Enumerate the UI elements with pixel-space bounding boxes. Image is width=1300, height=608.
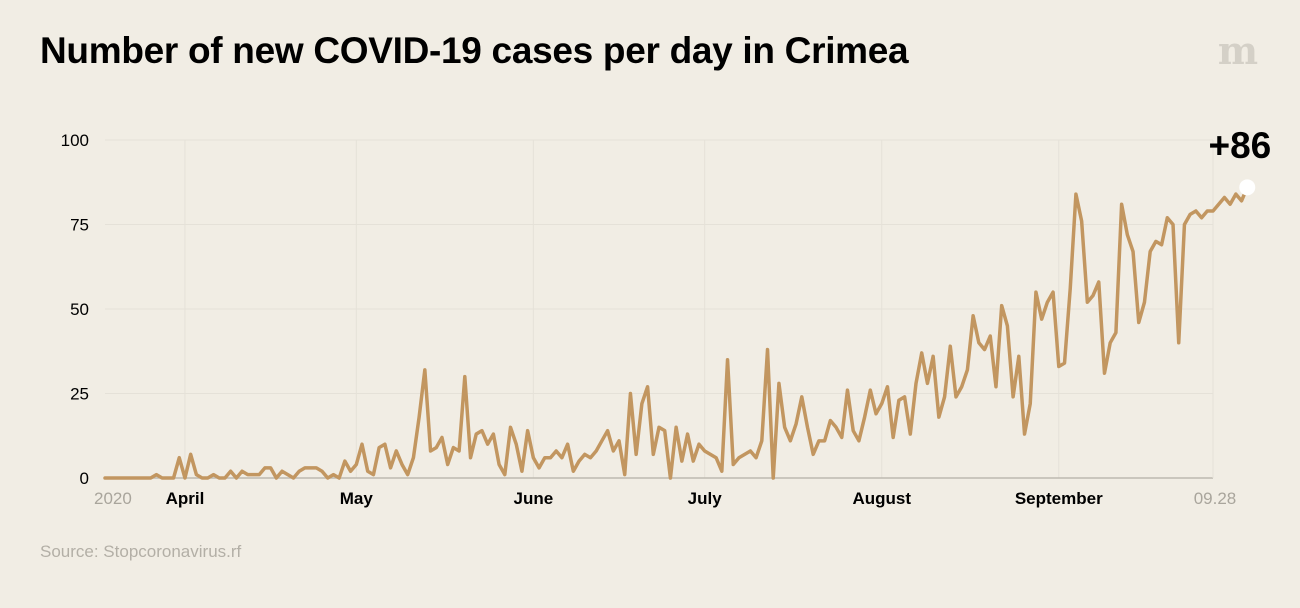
x-tick-label: July [688, 489, 723, 508]
x-tick-label: August [852, 489, 911, 508]
x-tick-label: 2020 [94, 489, 132, 508]
last-point-marker [1239, 179, 1256, 196]
svg-text:m: m [1218, 36, 1258, 72]
y-tick-label: 50 [70, 300, 89, 319]
x-tick-label: June [514, 489, 554, 508]
chart-grid [105, 139, 1213, 478]
y-tick-label: 100 [61, 131, 89, 150]
y-axis-ticks: 0 25 50 75 100 [61, 131, 89, 488]
x-tick-label: April [166, 489, 205, 508]
y-tick-label: 0 [80, 469, 89, 488]
x-tick-label: May [340, 489, 374, 508]
y-tick-label: 25 [70, 385, 89, 404]
last-point-label: +86 [1209, 125, 1272, 166]
meduza-logo-icon: m [1218, 36, 1258, 72]
x-axis-ticks: 2020 April May June July August September 09.28 [94, 489, 1236, 508]
x-tick-label: September [1015, 489, 1103, 508]
series-line [103, 185, 1250, 480]
x-tick-label: 09.28 [1194, 489, 1237, 508]
y-tick-label: 75 [70, 216, 89, 235]
chart-title: Number of new COVID-19 cases per day in … [40, 30, 909, 71]
source-note: Source: Stopcoronavirus.rf [40, 542, 242, 561]
